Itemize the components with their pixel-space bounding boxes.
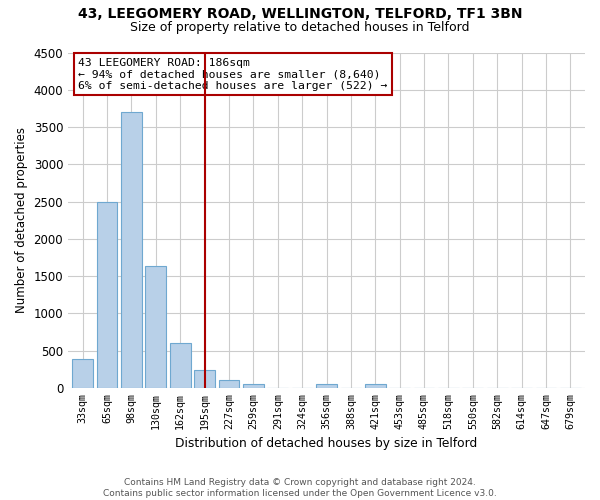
Bar xyxy=(73,360,93,388)
Bar xyxy=(170,343,191,388)
Bar xyxy=(316,384,337,388)
Text: Size of property relative to detached houses in Telford: Size of property relative to detached ho… xyxy=(130,21,470,34)
Bar xyxy=(145,266,166,388)
Bar xyxy=(243,384,264,388)
Bar xyxy=(194,370,215,388)
Y-axis label: Number of detached properties: Number of detached properties xyxy=(15,127,28,313)
Text: 43 LEEGOMERY ROAD: 186sqm
← 94% of detached houses are smaller (8,640)
6% of sem: 43 LEEGOMERY ROAD: 186sqm ← 94% of detac… xyxy=(79,58,388,90)
Bar xyxy=(97,202,118,388)
Bar xyxy=(121,112,142,388)
Bar xyxy=(218,380,239,388)
Text: Contains HM Land Registry data © Crown copyright and database right 2024.
Contai: Contains HM Land Registry data © Crown c… xyxy=(103,478,497,498)
Bar xyxy=(365,384,386,388)
X-axis label: Distribution of detached houses by size in Telford: Distribution of detached houses by size … xyxy=(175,437,478,450)
Text: 43, LEEGOMERY ROAD, WELLINGTON, TELFORD, TF1 3BN: 43, LEEGOMERY ROAD, WELLINGTON, TELFORD,… xyxy=(78,8,522,22)
